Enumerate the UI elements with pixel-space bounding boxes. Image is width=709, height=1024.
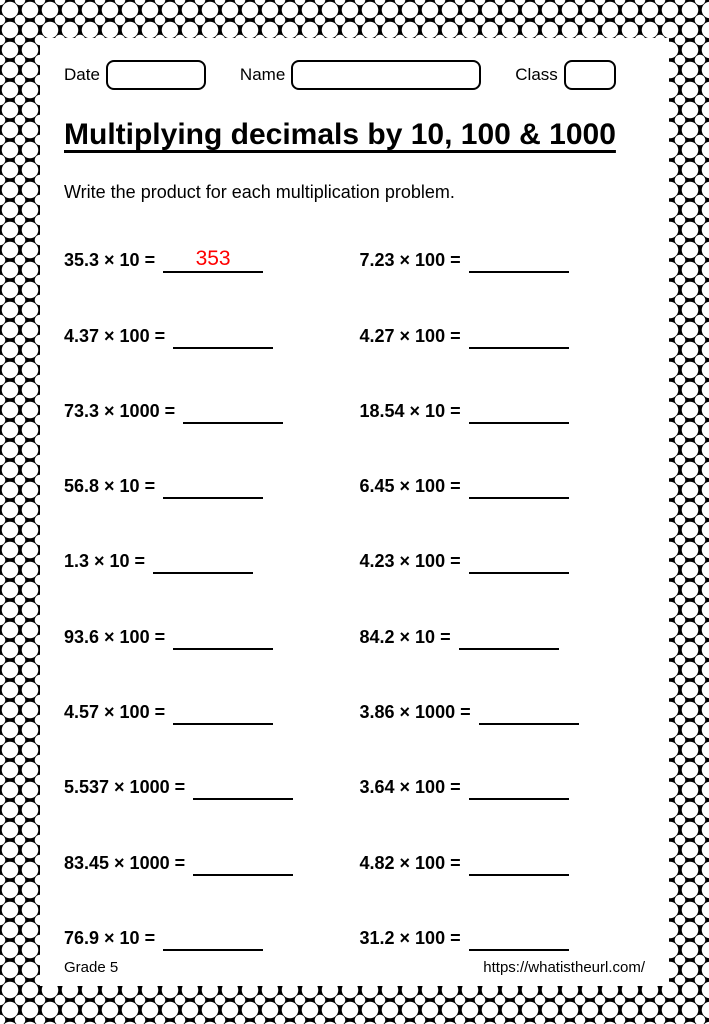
- problem-expression: 93.6 × 100 =: [64, 627, 165, 650]
- answer-blank[interactable]: [153, 552, 253, 574]
- answer-blank[interactable]: [163, 477, 263, 499]
- problem-expression: 4.23 × 100 =: [360, 551, 461, 574]
- problem-item: 3.86 × 1000 =: [360, 685, 646, 725]
- problem-item: 4.82 × 100 =: [360, 835, 646, 875]
- date-input-box[interactable]: [106, 60, 206, 90]
- source-url: https://whatistheurl.com/: [483, 959, 645, 976]
- name-label: Name: [240, 65, 285, 85]
- problem-expression: 35.3 × 10 =: [64, 250, 155, 273]
- page-title: Multiplying decimals by 10, 100 & 1000: [64, 118, 645, 152]
- problem-expression: 84.2 × 10 =: [360, 627, 451, 650]
- problem-expression: 31.2 × 100 =: [360, 928, 461, 951]
- problem-item: 5.537 × 1000 =: [64, 760, 350, 800]
- class-label: Class: [515, 65, 558, 85]
- problem-item: 76.9 × 10 =: [64, 911, 350, 951]
- answer-value: 353: [163, 247, 263, 271]
- problem-item: 93.6 × 100 =: [64, 609, 350, 649]
- class-input-box[interactable]: [564, 60, 616, 90]
- problem-expression: 3.86 × 1000 =: [360, 702, 471, 725]
- problem-item: 4.27 × 100 =: [360, 308, 646, 348]
- problem-expression: 83.45 × 1000 =: [64, 853, 185, 876]
- answer-blank[interactable]: [469, 402, 569, 424]
- problem-expression: 6.45 × 100 =: [360, 476, 461, 499]
- problem-expression: 18.54 × 10 =: [360, 401, 461, 424]
- problem-expression: 3.64 × 100 =: [360, 777, 461, 800]
- answer-blank[interactable]: 353: [163, 251, 263, 273]
- date-label: Date: [64, 65, 100, 85]
- problem-item: 35.3 × 10 = 353: [64, 233, 350, 273]
- problem-expression: 7.23 × 100 =: [360, 250, 461, 273]
- footer: Grade 5 https://whatistheurl.com/: [64, 951, 645, 976]
- problem-item: 4.37 × 100 =: [64, 308, 350, 348]
- problem-expression: 73.3 × 1000 =: [64, 401, 175, 424]
- problem-expression: 4.82 × 100 =: [360, 853, 461, 876]
- answer-blank[interactable]: [469, 327, 569, 349]
- worksheet-page: Date Name Class Multiplying decimals by …: [40, 38, 669, 986]
- answer-blank[interactable]: [469, 477, 569, 499]
- problem-item: 3.64 × 100 =: [360, 760, 646, 800]
- grade-label: Grade 5: [64, 959, 118, 976]
- problem-item: 1.3 × 10 =: [64, 534, 350, 574]
- answer-blank[interactable]: [469, 854, 569, 876]
- problem-item: 31.2 × 100 =: [360, 911, 646, 951]
- problem-item: 4.23 × 100 =: [360, 534, 646, 574]
- answer-blank[interactable]: [193, 778, 293, 800]
- answer-blank[interactable]: [163, 929, 263, 951]
- problem-item: 56.8 × 10 =: [64, 459, 350, 499]
- name-input-box[interactable]: [291, 60, 481, 90]
- answer-blank[interactable]: [469, 552, 569, 574]
- problem-item: 6.45 × 100 =: [360, 459, 646, 499]
- header-fields: Date Name Class: [64, 60, 645, 90]
- answer-blank[interactable]: [173, 703, 273, 725]
- answer-blank[interactable]: [469, 778, 569, 800]
- answer-blank[interactable]: [173, 628, 273, 650]
- problems-grid: 35.3 × 10 = 353 7.23 × 100 = 4.37 × 100 …: [64, 233, 645, 951]
- answer-blank[interactable]: [469, 929, 569, 951]
- answer-blank[interactable]: [183, 402, 283, 424]
- answer-blank[interactable]: [173, 327, 273, 349]
- problem-expression: 4.57 × 100 =: [64, 702, 165, 725]
- problem-item: 4.57 × 100 =: [64, 685, 350, 725]
- problem-expression: 76.9 × 10 =: [64, 928, 155, 951]
- answer-blank[interactable]: [193, 854, 293, 876]
- problem-expression: 4.27 × 100 =: [360, 326, 461, 349]
- problem-item: 7.23 × 100 =: [360, 233, 646, 273]
- problem-expression: 1.3 × 10 =: [64, 551, 145, 574]
- answer-blank[interactable]: [459, 628, 559, 650]
- instruction-text: Write the product for each multiplicatio…: [64, 182, 645, 203]
- answer-blank[interactable]: [469, 251, 569, 273]
- answer-blank[interactable]: [479, 703, 579, 725]
- problem-expression: 56.8 × 10 =: [64, 476, 155, 499]
- problem-item: 18.54 × 10 =: [360, 384, 646, 424]
- problem-item: 84.2 × 10 =: [360, 609, 646, 649]
- problem-item: 83.45 × 1000 =: [64, 835, 350, 875]
- problem-item: 73.3 × 1000 =: [64, 384, 350, 424]
- problem-expression: 5.537 × 1000 =: [64, 777, 185, 800]
- problem-expression: 4.37 × 100 =: [64, 326, 165, 349]
